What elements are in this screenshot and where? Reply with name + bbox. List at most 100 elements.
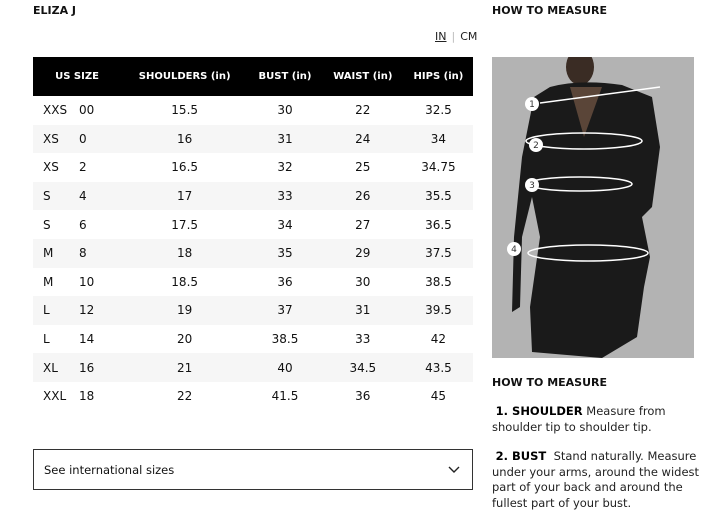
table-row: S 6 17.5 34 27 36.5 (33, 210, 473, 239)
size-number: 18 (79, 389, 95, 404)
cell-us-size: XXS 00 (33, 96, 121, 125)
cell-shoulders: 22 (177, 389, 193, 404)
cell-hips: 39.5 (403, 296, 473, 325)
table-row: XL 16 21 40 34.5 43.5 (33, 353, 473, 382)
header-shoulders: SHOULDERS (in) (121, 57, 249, 96)
cell-waist: 29 (321, 238, 404, 268)
cell-shoulders: 19 (121, 296, 249, 325)
marker-4: 4 (511, 245, 517, 255)
table-header-row: US SIZE SHOULDERS (in) BUST (in) WAIST (in)… (33, 57, 473, 96)
size-number: 2 (79, 160, 87, 175)
marker-3: 3 (529, 181, 535, 191)
cell-shoulders: 20 (177, 332, 193, 347)
cell-shoulders: 18.5 (171, 274, 199, 289)
size-letter: XXL (43, 389, 67, 404)
unit-toggle: IN | CM (435, 30, 477, 43)
size-letter: S (43, 189, 51, 204)
cell-waist: 22 (355, 103, 371, 118)
size-number: 00 (79, 103, 95, 118)
cell-hips: 42 (430, 332, 447, 347)
international-sizes-label: See international sizes (44, 462, 175, 477)
table-row: XS 2 16.5 32 25 34.75 (33, 153, 473, 182)
size-number: 4 (79, 189, 87, 204)
cell-shoulders: 17 (121, 181, 249, 211)
size-letter: XXS (43, 103, 68, 118)
header-hips: HIPS (in) (403, 57, 473, 96)
cell-shoulders: 16.5 (171, 160, 199, 175)
cell-us-size: XS 2 (33, 153, 121, 182)
size-number: 16 (79, 360, 95, 375)
step-shoulder: 1. SHOULDER Measure from shoulder tip to… (492, 404, 702, 435)
header-us-size: US SIZE (33, 57, 121, 96)
how-to-measure-heading-top: HOW TO MEASURE (492, 4, 608, 17)
cell-waist: 33 (355, 332, 371, 347)
cell-shoulders: 21 (121, 353, 249, 382)
cell-shoulders: 15.5 (171, 103, 199, 118)
cell-waist: 34.5 (321, 353, 404, 382)
table-row: L 12 19 37 31 39.5 (33, 296, 473, 325)
size-number: 0 (79, 131, 87, 146)
chevron-down-icon (448, 466, 460, 473)
cell-bust: 41.5 (271, 389, 299, 404)
cell-bust: 32 (277, 160, 293, 175)
cell-bust: 33 (248, 181, 322, 211)
cell-waist: 30 (355, 274, 371, 289)
cell-bust: 36 (277, 274, 293, 289)
unit-in-link[interactable]: IN (435, 30, 447, 43)
unit-cm-link[interactable]: CM (460, 30, 478, 43)
size-letter: XL (43, 360, 58, 375)
cell-bust: 30 (277, 103, 293, 118)
size-number: 6 (79, 217, 87, 232)
cell-hips: 35.5 (403, 181, 473, 211)
table-row: M 8 18 35 29 37.5 (33, 238, 473, 268)
header-bust: BUST (in) (248, 57, 322, 96)
cell-us-size: XXL 18 (33, 382, 121, 411)
cell-hips: 43.5 (403, 353, 473, 382)
size-chart-table: US SIZE SHOULDERS (in) BUST (in) WAIST (in)… (33, 57, 473, 411)
step-shoulder-text: Measure from shoulder tip to shoulder ti… (492, 404, 666, 434)
cell-us-size: XS 0 (33, 124, 121, 154)
cell-bust: 38.5 (271, 332, 299, 347)
table-row: XXL 18 22 41.5 36 45 (33, 382, 473, 411)
size-letter: S (43, 217, 51, 232)
header-waist: WAIST (in) (321, 57, 404, 96)
unit-divider: | (451, 30, 456, 43)
cell-bust: 31 (248, 124, 322, 154)
cell-hips: 36.5 (425, 217, 452, 232)
cell-us-size: L 14 (33, 325, 121, 354)
step-bust-text: Stand naturally. Measure under your arms… (492, 449, 700, 510)
table-row: M 10 18.5 36 30 38.5 (33, 268, 473, 297)
cell-shoulders: 17.5 (171, 217, 199, 232)
cell-waist: 31 (321, 296, 404, 325)
size-number: 14 (79, 332, 95, 347)
cell-us-size: L 12 (33, 296, 121, 325)
cell-waist: 24 (321, 124, 404, 154)
size-letter: M (43, 246, 54, 261)
cell-hips: 45 (430, 389, 447, 404)
size-number: 8 (79, 246, 87, 261)
size-number: 12 (79, 303, 95, 318)
cell-hips: 32.5 (425, 103, 452, 118)
step-shoulder-label: 1. SHOULDER (495, 404, 583, 418)
international-sizes-dropdown[interactable]: See international sizes (33, 449, 473, 490)
cell-shoulders: 18 (121, 238, 249, 268)
marker-1: 1 (529, 100, 535, 110)
cell-bust: 40 (248, 353, 322, 382)
cell-bust: 34 (277, 217, 293, 232)
table-row: L 14 20 38.5 33 42 (33, 325, 473, 354)
cell-us-size: M 10 (33, 268, 121, 297)
size-letter: L (43, 332, 50, 347)
cell-waist: 25 (355, 160, 371, 175)
cell-us-size: XL 16 (33, 353, 121, 382)
size-letter: L (43, 303, 50, 318)
cell-waist: 26 (321, 181, 404, 211)
table-row: XS 0 16 31 24 34 (33, 124, 473, 154)
cell-hips: 38.5 (425, 274, 452, 289)
cell-hips: 34 (403, 124, 473, 154)
measurement-guide-image: 1 2 3 4 (492, 57, 694, 358)
cell-bust: 37 (248, 296, 322, 325)
size-letter: M (43, 274, 54, 289)
